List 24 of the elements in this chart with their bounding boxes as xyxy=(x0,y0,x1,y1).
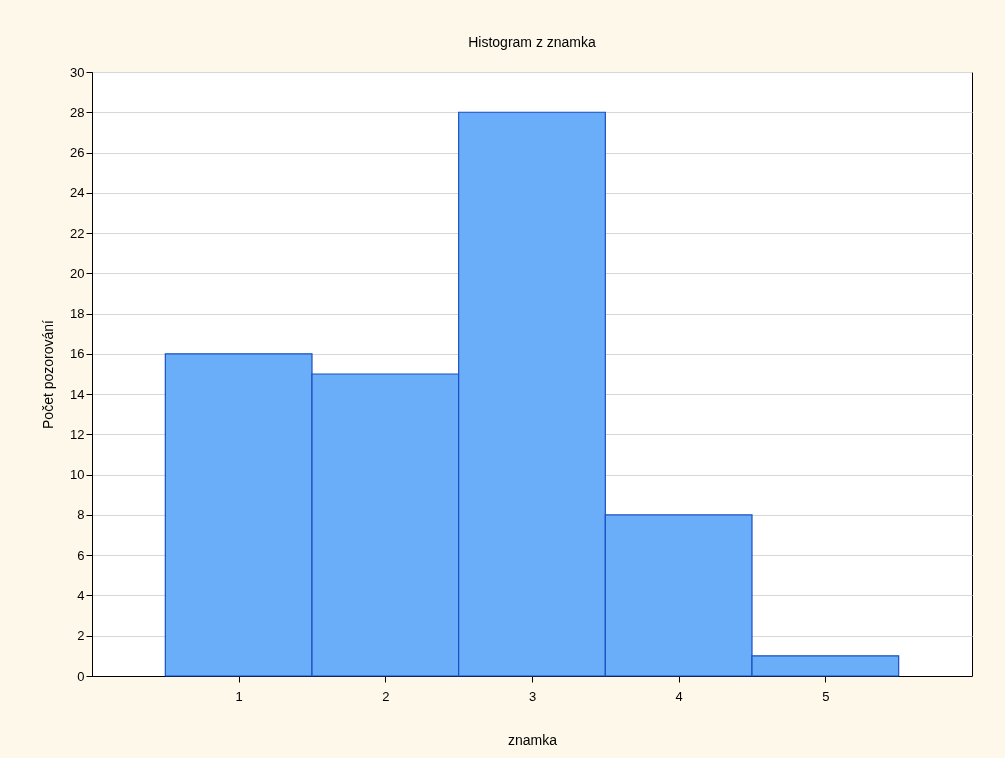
y-tick-label: 10 xyxy=(70,467,85,483)
y-tick-label: 30 xyxy=(70,64,85,80)
y-tick-label: 0 xyxy=(77,668,85,684)
x-axis-title: znamka xyxy=(507,731,558,748)
x-tick-label: 3 xyxy=(528,688,537,704)
x-tick-label: 2 xyxy=(382,688,390,704)
y-tick-label: 4 xyxy=(77,587,85,603)
x-tick-label: 5 xyxy=(822,688,830,704)
y-tick-label: 22 xyxy=(70,225,85,241)
x-tick-label: 1 xyxy=(235,688,243,704)
y-axis-title: Počet pozorování xyxy=(40,319,57,429)
y-tick-label: 20 xyxy=(70,265,85,281)
x-tick-label: 4 xyxy=(675,688,683,704)
y-tick-label: 6 xyxy=(77,547,85,563)
y-tick-label: 16 xyxy=(70,346,85,362)
y-tick-label: 12 xyxy=(70,426,85,442)
chart-title: Histogram z znamka xyxy=(468,34,597,50)
y-tick-label: 26 xyxy=(70,145,85,161)
y-tick-label: 8 xyxy=(77,507,85,523)
y-tick-label: 14 xyxy=(70,386,85,402)
y-tick-label: 28 xyxy=(70,104,85,120)
y-tick-label: 2 xyxy=(77,628,85,644)
y-tick-label: 18 xyxy=(70,306,85,322)
y-tick-label: 24 xyxy=(70,185,85,201)
